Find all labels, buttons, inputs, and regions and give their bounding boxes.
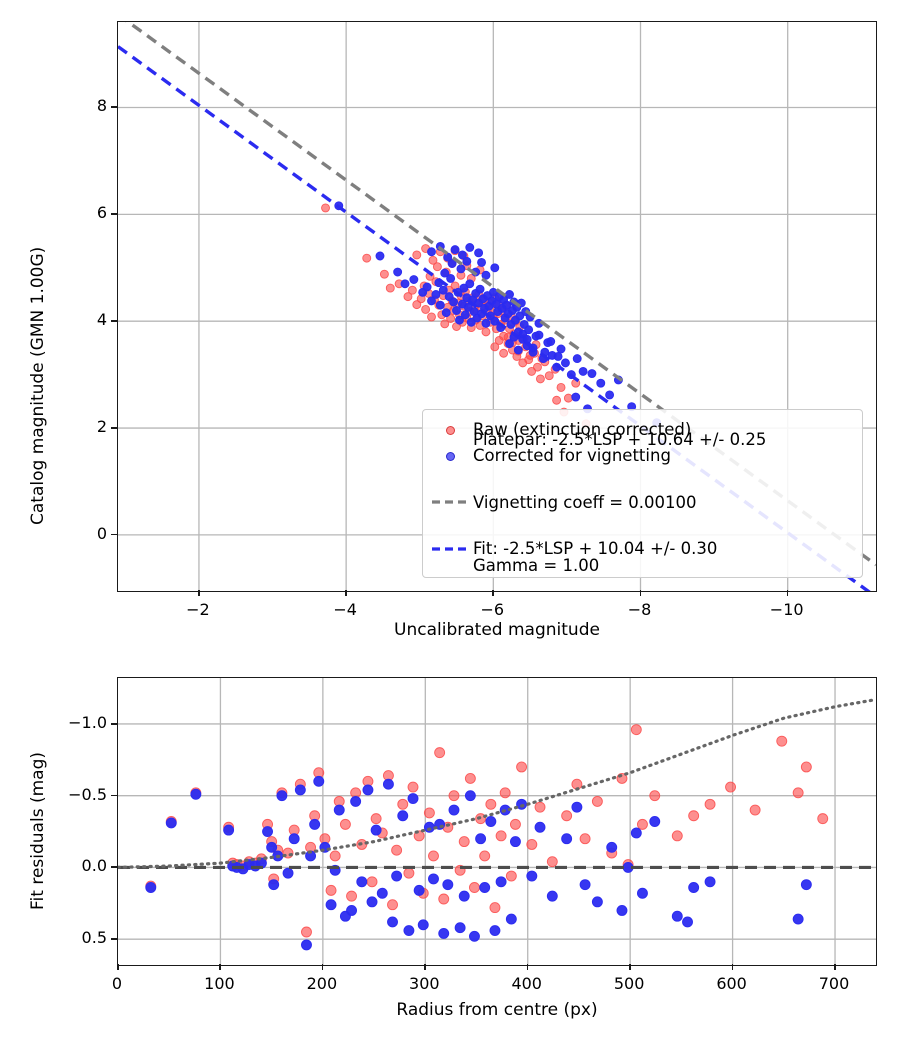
bottom-plot-y-tick-label: 0.0 (81, 856, 107, 876)
top-plot-y-tick-mark (111, 427, 117, 429)
top-plot-y-tick-label: 4 (96, 310, 107, 330)
bottom-plot-y-tick-mark (111, 938, 117, 940)
bottom-plot-x-tick-label: 0 (111, 974, 123, 993)
legend-label-fit: Fit: -2.5*LSP + 10.04 +/- 0.30 (473, 538, 718, 558)
top-plot-y-axis-label: Catalog magnitude (GMN 1.00G) (28, 246, 48, 525)
series-corrected-for-vignetting (334, 201, 662, 428)
bottom-plot-x-tick-label: 300 (409, 974, 440, 993)
dashed-line-icon-blue (432, 547, 468, 551)
top-plot-y-tick-mark (111, 213, 117, 215)
legend-label-platepar-line3: Gamma = 1.00 (473, 555, 600, 575)
top-plot-y-tick-mark (111, 106, 117, 109)
legend-marker-corrected (427, 451, 473, 461)
bottom-plot-y-tick-mark (111, 866, 117, 868)
bottom-plot-x-tick-mark (424, 964, 426, 970)
fit-residuals-plot (117, 677, 877, 966)
top-plot-x-axis-label: Uncalibrated magnitude (394, 620, 600, 640)
legend-dash-platepar (427, 499, 473, 505)
bottom-plot-y-tick-label: −1.0 (68, 712, 107, 732)
bottom-plot-x-tick-mark (629, 964, 631, 970)
top-plot-y-tick-label: 2 (96, 417, 107, 437)
top-plot-y-tick-mark (111, 320, 117, 322)
top-plot-x-tick-mark (492, 590, 494, 596)
bottom-plot-x-tick-label: 100 (204, 974, 235, 993)
dashed-line-icon-gray (432, 500, 468, 504)
bottom-plot-x-tick-label: 500 (613, 974, 645, 993)
top-plot-legend: Raw (extinction corrected) Corrected for… (422, 409, 863, 578)
bottom-plot-x-tick-label: 400 (511, 974, 542, 993)
legend-label-raw: Raw (extinction corrected) (473, 419, 692, 439)
top-plot-x-tick-mark (197, 590, 200, 596)
bottom-plot-x-axis-label: Radius from centre (px) (396, 1000, 598, 1020)
bottom-plot-x-tick-mark (321, 964, 324, 970)
top-plot-x-tick-mark (786, 590, 789, 596)
bottom-plot-y-axis-label: Fit residuals (mag) (28, 752, 48, 910)
bottom-plot-x-tick-label: 200 (306, 974, 338, 993)
legend-label-platepar-line2: Vignetting coeff = 0.00100 (473, 492, 697, 512)
top-plot-y-tick-mark (111, 533, 117, 536)
bottom-plot-y-tick-mark (111, 794, 117, 797)
top-plot-x-tick-label: −2 (186, 600, 210, 619)
top-plot-x-tick-mark (639, 590, 642, 596)
bottom-plot-x-tick-label: 700 (818, 974, 850, 993)
legend-label-platepar: Platepar: -2.5*LSP + 10.64 +/- 0.25 Vign… (473, 387, 766, 618)
legend-label-corrected: Corrected for vignetting (473, 445, 671, 465)
legend-entry-fit: Fit: -2.5*LSP + 10.04 +/- 0.30 (427, 535, 854, 563)
legend-entry-corrected: Corrected for vignetting (427, 443, 854, 469)
top-plot-x-tick-label: −6 (480, 600, 505, 619)
top-plot-x-tick-label: −8 (627, 600, 652, 619)
top-plot-y-tick-label: 8 (96, 96, 107, 116)
bottom-plot-x-tick-mark (219, 964, 222, 970)
bottom-plot-x-tick-mark (731, 964, 734, 970)
top-plot-y-tick-label: 0 (96, 523, 107, 543)
legend-marker-raw (427, 425, 473, 435)
bottom-plot-y-tick-label: 0.5 (81, 928, 107, 948)
bottom-plot-x-tick-mark (526, 964, 529, 970)
fit-residuals-canvas (118, 678, 876, 965)
top-plot-x-tick-label: −10 (769, 600, 804, 619)
top-plot-x-tick-mark (345, 590, 347, 596)
bottom-plot-y-tick-mark (111, 722, 117, 725)
bottom-plot-x-tick-label: 600 (716, 974, 747, 993)
legend-entry-platepar: Platepar: -2.5*LSP + 10.64 +/- 0.25 Vign… (427, 430, 854, 575)
legend-entry-raw: Raw (extinction corrected) (427, 417, 854, 443)
legend-dash-fit (427, 546, 473, 552)
top-plot-x-tick-label: −4 (333, 600, 357, 619)
legend-label-platepar-line1: Platepar: -2.5*LSP + 10.64 +/- 0.25 (473, 429, 767, 449)
bottom-plot-y-tick-label: −0.5 (68, 784, 107, 804)
bottom-plot-x-tick-mark (117, 964, 119, 970)
bottom-plot-x-tick-mark (834, 964, 836, 970)
top-plot-y-tick-label: 6 (96, 203, 107, 223)
series-raw-residuals (145, 724, 829, 938)
